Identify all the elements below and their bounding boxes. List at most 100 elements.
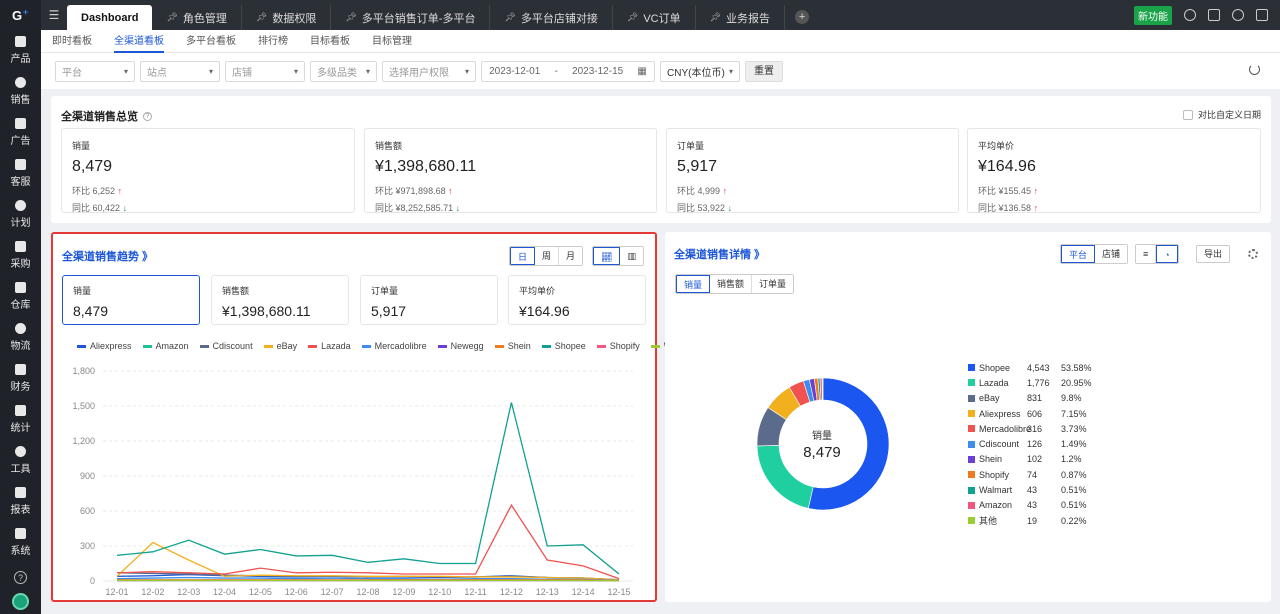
tab-label: Dashboard [81,11,139,24]
detail-metric-tab-2[interactable]: 订单量 [752,275,794,293]
subnav-item-4[interactable]: 目标看板 [310,35,350,47]
app-logo[interactable]: G ⁺ [12,7,29,23]
tab-3[interactable]: 📌︎ 多平台销售订单-多平台 [331,5,491,30]
sidebar-item-8[interactable]: 财务 [0,358,41,399]
trend-metric-card[interactable]: 销售额 ¥1,398,680.11 [211,275,349,325]
period-0[interactable]: 日 [510,247,536,265]
legend-item[interactable]: Aliexpress [77,341,132,351]
reset-button[interactable]: 重置 [745,60,783,82]
compare-date-checkbox[interactable]: 对比自定义日期 [1182,108,1261,121]
legend-item[interactable]: Amazon [142,341,189,351]
detail-title[interactable]: 全渠道销售详情 》 [674,249,766,261]
line-chart-icon[interactable]: 📈︎ [593,247,621,265]
sidebar-item-9[interactable]: 统计 [0,399,41,440]
help-icon[interactable]: ? [14,571,27,584]
detail-metric-tab-0[interactable]: 销量 [676,275,711,293]
legend-item[interactable]: eBay [263,341,297,351]
subnav-item-3[interactable]: 排行榜 [258,35,288,47]
group-by-0[interactable]: 平台 [1061,245,1096,263]
trend-metric-card[interactable]: 销量 8,479 [62,275,200,325]
pie-chart-icon[interactable]: ◔ [1156,245,1178,263]
group-by-1[interactable]: 店铺 [1095,245,1128,263]
period-1[interactable]: 周 [535,247,560,265]
series-line-ebay[interactable] [116,541,620,581]
list-icon[interactable]: ≡ [1136,245,1157,263]
legend-item[interactable]: Newegg [437,341,484,351]
platform-select[interactable]: 平台 ▾ [55,60,135,82]
date-range-picker[interactable]: 2023-12-01 - 2023-12-15 ▦ [481,60,655,82]
currency-select[interactable]: CNY(本位币) ▾ [660,60,740,82]
subnav-item-1[interactable]: 全渠道看板 [114,30,164,53]
sidebar-item-4[interactable]: 计划 [0,194,41,235]
collapse-menu-icon[interactable]: ☰ [48,8,60,22]
donut-legend-row[interactable]: eBay 831 9.8% [968,391,1092,406]
bell-icon[interactable] [1232,9,1244,21]
legend-name: Shopify [979,469,1010,480]
add-tab-button[interactable]: + [795,10,810,24]
donut-legend-row[interactable]: Mercadolibre 316 3.73% [968,421,1092,436]
series-line-lazada[interactable] [116,503,620,580]
legend-item[interactable]: Shein [494,341,531,351]
sidebar-item-6[interactable]: 仓库 [0,276,41,317]
tab-0[interactable]: Dashboard [67,5,153,30]
legend-item[interactable]: Mercadolibre [361,341,427,351]
avatar[interactable] [12,593,29,610]
new-feature-badge[interactable]: 新功能 [1134,5,1172,25]
subnav-item-0[interactable]: 即时看板 [52,35,92,47]
tab-4[interactable]: 📌︎ 多平台店铺对接 [490,5,613,30]
help-icon[interactable]: ? [143,111,152,121]
donut-slice-其他[interactable] [821,377,824,401]
sidebar-item-2[interactable]: 广告 [0,112,41,153]
task-check-icon[interactable] [1208,9,1220,21]
trend-metric-card[interactable]: 平均单价 ¥164.96 [508,275,646,325]
pin-icon: 📌︎ [626,12,639,22]
export-button[interactable]: 导出 [1195,245,1230,263]
tab-label: 多平台店铺对接 [520,12,598,25]
donut-legend-row[interactable]: 其他 19 0.22% [968,513,1092,528]
user-icon[interactable] [1256,9,1268,21]
bar-chart-icon[interactable]: ▥ [620,247,643,265]
tab-6[interactable]: 📌︎ 业务报告 [696,5,786,30]
period-2[interactable]: 月 [559,247,583,265]
gear-icon[interactable] [1248,249,1258,259]
detail-metric-tab-1[interactable]: 销售额 [710,275,753,293]
legend-swatch [77,344,86,348]
donut-legend-row[interactable]: Walmart 43 0.51% [968,482,1092,497]
donut-legend-row[interactable]: Amazon 43 0.51% [968,498,1092,513]
tab-1[interactable]: 📌︎ 角色管理 [152,5,242,30]
trend-title[interactable]: 全渠道销售趋势 》 [62,251,154,263]
sidebar-item-5[interactable]: 采购 [0,235,41,276]
series-line-mercadolibre[interactable] [116,576,620,582]
legend-item[interactable]: Shopee [541,341,586,351]
sidebar-item-3[interactable]: 客服 [0,153,41,194]
donut-legend-row[interactable]: Cdiscount 126 1.49% [968,436,1092,451]
legend-item[interactable]: Shopify [596,341,640,351]
sidebar-item-0[interactable]: 产品 [0,30,41,71]
legend-name: Shein [979,454,1003,465]
donut-legend-row[interactable]: Shein 102 1.2% [968,452,1092,467]
site-select[interactable]: 站点 ▾ [140,60,220,82]
sidebar-item-11[interactable]: 报表 [0,481,41,522]
sidebar-item-12[interactable]: 系统 [0,522,41,563]
sidebar-item-7[interactable]: 物流 [0,317,41,358]
category-select[interactable]: 多级品类 ▾ [310,60,377,82]
donut-legend-row[interactable]: Aliexpress 606 7.15% [968,406,1092,421]
subnav-item-5[interactable]: 目标管理 [372,35,412,47]
legend-item[interactable]: Lazada [308,341,351,351]
settings-circle-icon[interactable] [1184,9,1196,21]
donut-legend-row[interactable]: Shopify 74 0.87% [968,467,1092,482]
shop-select[interactable]: 店铺 ▾ [225,60,305,82]
donut-legend-row[interactable]: Shopee 4,543 53.58% [968,360,1092,375]
tab-5[interactable]: 📌︎ VC订单 [613,5,696,30]
legend-item[interactable]: Cdiscount [199,341,253,351]
refresh-icon[interactable] [1249,64,1260,75]
donut-slice-shopee[interactable] [807,377,890,511]
subnav-item-2[interactable]: 多平台看板 [186,35,236,47]
sidebar-item-1[interactable]: 销售 [0,71,41,112]
trend-metric-card[interactable]: 订单量 5,917 [360,275,498,325]
series-line-shopee[interactable] [116,402,620,575]
sidebar-item-10[interactable]: 工具 [0,440,41,481]
permission-select[interactable]: 选择用户权限 ▾ [382,60,476,82]
tab-2[interactable]: 📌︎ 数据权限 [242,5,332,30]
donut-legend-row[interactable]: Lazada 1,776 20.95% [968,375,1092,390]
